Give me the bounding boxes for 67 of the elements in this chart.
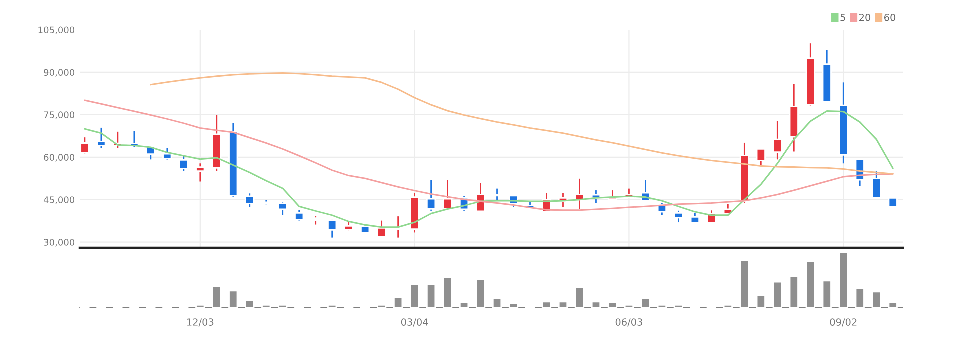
- bar: [624, 304, 634, 308]
- candlestick: [426, 180, 436, 212]
- bar: [558, 301, 568, 308]
- bar: [723, 304, 733, 308]
- line-series: [84, 100, 894, 212]
- bar: [492, 298, 502, 308]
- bar: [410, 284, 420, 308]
- bar: [772, 281, 782, 308]
- candlestick: [162, 147, 172, 161]
- bar: [212, 286, 222, 308]
- candlestick: [772, 120, 782, 160]
- legend-label: 60: [884, 14, 896, 22]
- bar: [822, 280, 832, 308]
- bar: [591, 301, 602, 308]
- bar: [806, 260, 816, 308]
- bar: [789, 276, 799, 308]
- candlestick: [377, 220, 387, 238]
- bar: [756, 294, 766, 308]
- candlestick: [442, 180, 453, 210]
- bar: [393, 296, 404, 308]
- bar: [377, 304, 387, 308]
- bar: [196, 304, 206, 308]
- candlestick: [278, 202, 288, 216]
- bar: [262, 304, 272, 308]
- x-tick-label: 06/03: [616, 318, 642, 327]
- candlestick: [690, 212, 700, 224]
- bar: [640, 298, 651, 308]
- x-tick-label: 12/03: [187, 318, 214, 327]
- bar: [855, 288, 865, 308]
- y-tick-label: 90,000: [44, 69, 75, 77]
- candlestick: [245, 192, 255, 208]
- candlestick: [756, 148, 766, 166]
- bar: [245, 300, 255, 308]
- candlestick: [294, 209, 304, 222]
- bar: [508, 302, 519, 308]
- y-tick-label: 105,000: [38, 26, 75, 34]
- bar: [542, 301, 552, 308]
- legend-label: 5: [840, 14, 846, 22]
- candlestick: [674, 210, 684, 224]
- candlestick: [872, 170, 882, 199]
- legend-label: 20: [860, 14, 871, 22]
- bar: [459, 302, 470, 308]
- bar: [674, 304, 684, 308]
- bar: [442, 276, 453, 308]
- y-tick-label: 30,000: [44, 239, 75, 247]
- bar: [740, 260, 750, 308]
- candlestick: [96, 127, 106, 149]
- bar: [574, 286, 585, 308]
- candlestick: [80, 136, 90, 155]
- bar: [328, 304, 338, 308]
- x-tick-label: 03/04: [401, 318, 428, 327]
- bar: [228, 290, 238, 308]
- bar: [838, 252, 848, 308]
- bar: [657, 304, 668, 308]
- bar: [476, 279, 486, 308]
- candlestick: [196, 162, 206, 182]
- bar: [888, 302, 898, 308]
- bar: [426, 284, 436, 308]
- bar: [278, 304, 288, 308]
- candlestick: [179, 155, 189, 172]
- y-tick-label: 45,000: [44, 196, 75, 204]
- candlestick: [328, 219, 338, 239]
- y-tick-label: 75,000: [44, 112, 75, 120]
- bar: [608, 302, 618, 308]
- bar: [872, 291, 882, 308]
- x-tick-label: 09/02: [830, 318, 857, 327]
- y-tick-label: 60,000: [44, 154, 75, 162]
